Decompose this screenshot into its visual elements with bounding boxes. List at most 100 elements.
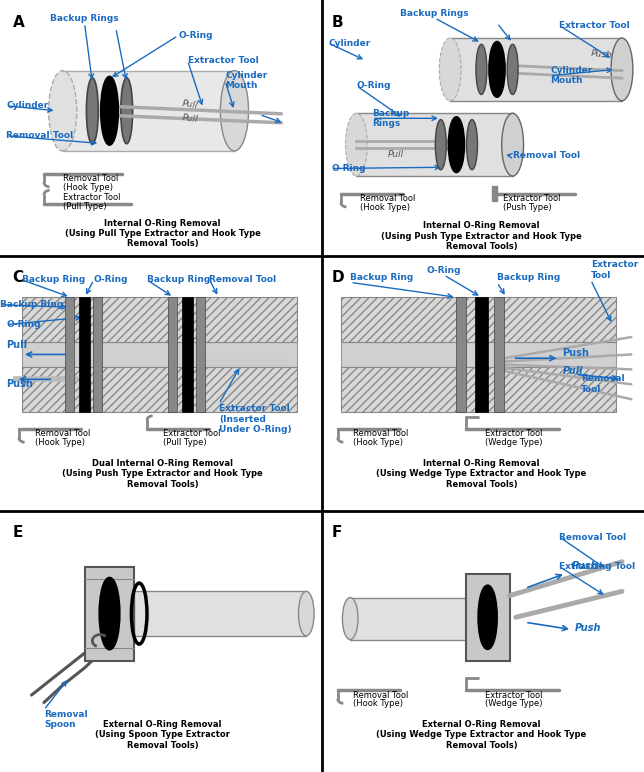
Text: Backup Ring: Backup Ring [497,273,560,283]
Text: Backup Ring: Backup Ring [350,273,413,283]
Text: Backup Ring: Backup Ring [22,276,85,284]
Text: (Push Type): (Push Type) [503,203,552,212]
Text: O-Ring: O-Ring [94,276,128,284]
Bar [341,297,616,342]
Text: Backup Rings: Backup Rings [400,9,469,18]
Text: Cylinder: Cylinder [328,39,370,48]
Bar [22,297,297,342]
Text: Removal Tool: Removal Tool [513,151,580,161]
Text: Extractor
Tool: Extractor Tool [591,260,638,280]
Text: Pull: Pull [182,113,198,124]
Text: O-Ring: O-Ring [178,31,213,40]
Text: External O-Ring Removal
(Using Spoon Type Extractor
Removal Tools): External O-Ring Removal (Using Spoon Typ… [95,720,230,750]
Text: Cylinder: Cylinder [6,101,49,110]
Text: O-Ring: O-Ring [357,81,391,90]
Text: Extractor Tool
(Inserted
Under O-Ring): Extractor Tool (Inserted Under O-Ring) [219,405,292,434]
Text: Extractor Tool: Extractor Tool [162,429,220,438]
Ellipse shape [439,38,461,100]
Ellipse shape [476,44,487,94]
Ellipse shape [466,120,477,170]
Text: Push: Push [6,379,33,389]
Ellipse shape [507,44,518,94]
Text: (Hook Type): (Hook Type) [359,203,410,212]
Bar [79,297,90,411]
Bar [168,297,176,411]
Text: Internal O-Ring Removal
(Using Wedge Type Extractor and Hook Type
Removal Tools): Internal O-Ring Removal (Using Wedge Typ… [376,459,587,489]
Bar [84,567,135,661]
Text: Backup
Rings: Backup Rings [372,109,410,128]
Ellipse shape [298,591,314,636]
Text: F: F [332,525,342,540]
Text: D: D [332,270,344,285]
Text: Extractor Tool: Extractor Tool [503,194,561,203]
Bar [350,598,466,639]
Text: Removal Tool: Removal Tool [62,174,118,183]
Text: C: C [13,270,24,285]
Text: Push: Push [575,623,601,633]
Ellipse shape [100,578,119,648]
Text: Extractor Tool: Extractor Tool [484,691,542,699]
Ellipse shape [611,38,633,100]
Bar [357,113,513,176]
Text: Extracting Tool: Extracting Tool [560,562,636,571]
Text: (Pull Type): (Pull Type) [162,438,206,447]
Ellipse shape [489,42,505,97]
Bar [93,297,102,411]
Bar [341,367,616,411]
Text: (Wedge Type): (Wedge Type) [484,699,542,708]
Text: A: A [13,15,24,30]
Text: Cylinder
Mouth: Cylinder Mouth [550,66,592,86]
Text: B: B [332,15,343,30]
Text: (Pull Type): (Pull Type) [62,201,106,211]
Ellipse shape [502,113,524,176]
Text: Extractor Tool: Extractor Tool [187,56,258,65]
Text: Internal O-Ring Removal
(Using Push Type Extractor and Hook Type
Removal Tools): Internal O-Ring Removal (Using Push Type… [381,221,582,251]
Polygon shape [492,186,497,201]
Text: Dual Internal O-Ring Removal
(Using Push Type Extractor and Hook Type
Removal To: Dual Internal O-Ring Removal (Using Push… [62,459,263,489]
Ellipse shape [346,113,367,176]
Bar [457,297,466,411]
Text: Removal Tool: Removal Tool [560,533,627,541]
Ellipse shape [343,598,358,639]
Ellipse shape [121,78,133,144]
Bar [341,342,616,367]
Text: E: E [13,525,23,540]
Text: Removal Tool: Removal Tool [354,429,409,438]
Text: Extractor Tool: Extractor Tool [62,193,120,201]
Text: (Hook Type): (Hook Type) [354,699,403,708]
Text: (Hook Type): (Hook Type) [62,183,113,191]
Text: Pull: Pull [388,151,404,159]
Bar [466,574,509,661]
Ellipse shape [101,76,118,145]
Bar [62,70,234,151]
Text: Removal Tool: Removal Tool [6,131,73,141]
Text: Internal O-Ring Removal
(Using Pull Type Extractor and Hook Type
Removal Tools): Internal O-Ring Removal (Using Pull Type… [64,218,261,249]
Bar [475,297,488,411]
Bar [22,367,297,411]
Bar [196,297,205,411]
Text: Removal Tool: Removal Tool [354,691,409,699]
Text: Removal Tool: Removal Tool [35,429,90,438]
Text: O-Ring: O-Ring [427,266,461,275]
Bar [494,297,504,411]
Text: Pull: Pull [182,99,198,110]
Text: Removal Tool: Removal Tool [209,276,276,284]
Bar [22,342,297,367]
Text: (Hook Type): (Hook Type) [354,438,403,447]
Ellipse shape [479,586,497,648]
Text: Push: Push [563,347,589,357]
Text: Backup Ring: Backup Ring [0,300,64,310]
Ellipse shape [449,117,464,172]
Text: (Wedge Type): (Wedge Type) [484,438,542,447]
Text: Pull: Pull [563,367,583,376]
Ellipse shape [220,70,249,151]
Text: O-Ring: O-Ring [6,320,41,329]
Text: Extractor Tool: Extractor Tool [484,429,542,438]
Text: Push: Push [572,560,598,571]
Bar [182,297,193,411]
Text: O-Ring: O-Ring [332,164,366,173]
Text: External O-Ring Removal
(Using Wedge Type Extractor and Hook Type
Removal Tools): External O-Ring Removal (Using Wedge Typ… [376,720,587,750]
Text: Backup Rings: Backup Rings [50,14,119,23]
Ellipse shape [86,78,99,144]
Text: Backup Ring: Backup Ring [147,276,210,284]
